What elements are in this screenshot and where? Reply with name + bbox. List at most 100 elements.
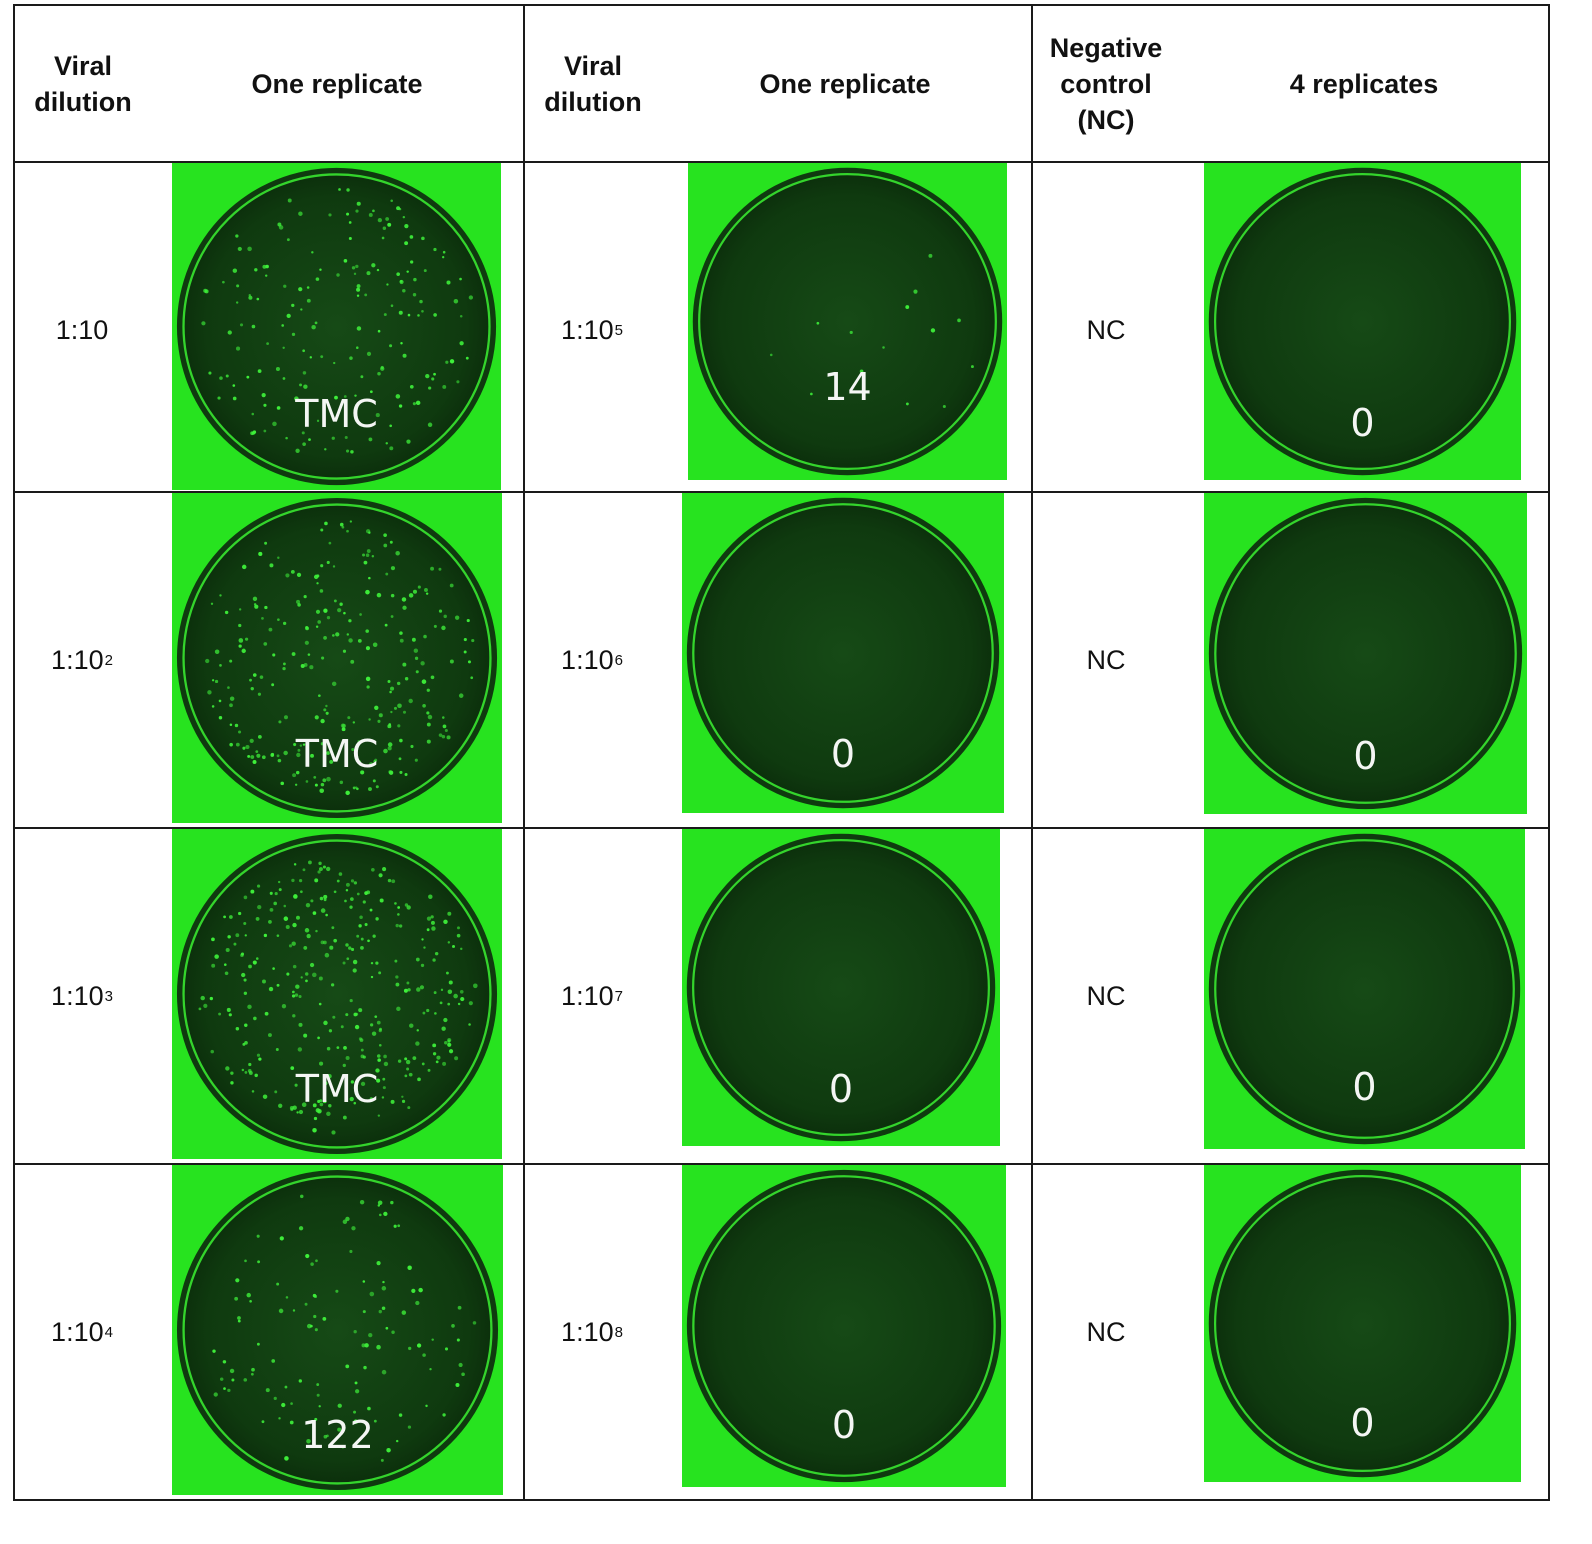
plaque xyxy=(356,346,359,349)
plaque xyxy=(281,324,284,327)
dilution-exponent: 6 xyxy=(614,651,623,669)
plaque xyxy=(330,983,335,987)
plaque xyxy=(291,994,296,998)
dilution-label-middle-row-1: 1:10 5 xyxy=(526,163,658,497)
plaque xyxy=(316,574,320,578)
plaque xyxy=(324,448,327,451)
plaque xyxy=(436,1055,441,1060)
plaque xyxy=(431,1338,434,1341)
plaque xyxy=(372,934,376,938)
plaque xyxy=(304,928,310,933)
plaque xyxy=(905,402,909,406)
plaque xyxy=(350,1080,355,1084)
header-negative-control: Negative control (NC) xyxy=(1049,32,1163,135)
plaque xyxy=(236,284,240,288)
plaque xyxy=(390,1099,395,1104)
plaque xyxy=(310,753,314,758)
header-viral-dilution-1: Viral dilution xyxy=(34,50,132,117)
plaque xyxy=(295,770,300,775)
plaque xyxy=(300,308,303,311)
plaque xyxy=(345,943,349,947)
plaque xyxy=(211,937,215,942)
plaque xyxy=(214,679,219,684)
plaque xyxy=(272,653,276,657)
plaque xyxy=(383,313,387,317)
plaque xyxy=(447,941,451,944)
plaque xyxy=(326,1111,331,1117)
plaque xyxy=(256,1342,260,1346)
plaque xyxy=(426,1008,430,1013)
dilution-label-left-row-1: 1:10 xyxy=(16,163,148,497)
plaque xyxy=(350,450,354,454)
plaque xyxy=(298,878,303,883)
dilution-label-left-row-3: 1:10 3 xyxy=(16,829,148,1163)
plaque xyxy=(375,1068,380,1073)
plaque xyxy=(218,716,223,720)
plaque xyxy=(373,1419,377,1423)
plaque xyxy=(254,1073,258,1078)
plaque xyxy=(229,1368,235,1374)
plaque xyxy=(314,1328,318,1332)
plaque xyxy=(316,582,319,585)
plaque xyxy=(267,1033,272,1038)
plaque xyxy=(291,303,295,307)
plaque xyxy=(351,747,355,752)
plaque xyxy=(368,762,374,767)
plaque xyxy=(467,660,471,664)
plaque xyxy=(387,680,391,683)
header-one-replicate-2: One replicate xyxy=(759,68,931,99)
plaque xyxy=(406,270,409,273)
plaque xyxy=(256,297,260,301)
dilution-base: NC xyxy=(1086,980,1126,1011)
plaque-count-label: 0 xyxy=(828,1067,854,1111)
plaque xyxy=(364,1343,369,1348)
plaque xyxy=(296,599,301,604)
plaque xyxy=(456,933,461,938)
plaque xyxy=(397,724,401,728)
plaque xyxy=(445,360,449,364)
nc-label-row-1: NC xyxy=(1034,163,1178,497)
plaque xyxy=(343,395,347,398)
plaque xyxy=(349,1096,354,1102)
plaque xyxy=(449,659,454,664)
plaque xyxy=(295,448,300,453)
plaque xyxy=(430,920,435,925)
plaque xyxy=(296,752,301,758)
plaque xyxy=(341,723,347,729)
dilution-label-left-row-2: 1:10 2 xyxy=(16,493,148,827)
well-image-middle-row-3: 0 xyxy=(682,829,1000,1146)
plaque xyxy=(356,294,360,297)
plaque xyxy=(395,975,399,979)
plaque xyxy=(282,667,286,671)
plaque xyxy=(218,1012,222,1016)
plaque xyxy=(257,692,262,696)
plaque xyxy=(428,386,432,390)
plaque xyxy=(365,676,371,682)
plaque xyxy=(229,659,233,663)
plaque xyxy=(223,915,226,919)
plaque xyxy=(290,1402,293,1405)
plaque xyxy=(355,1389,360,1394)
plaque xyxy=(376,268,380,272)
plaque xyxy=(374,705,379,710)
plaque xyxy=(304,640,309,645)
plaque xyxy=(235,234,239,238)
plaque xyxy=(430,915,434,919)
row-separator-2 xyxy=(14,827,1550,829)
plaque xyxy=(268,627,273,632)
plaque xyxy=(292,1014,296,1018)
plaque xyxy=(353,1419,359,1424)
plaque xyxy=(425,592,429,595)
plaque xyxy=(265,1388,270,1393)
plaque xyxy=(237,1316,241,1320)
plaque xyxy=(390,199,393,203)
plaque xyxy=(377,217,383,223)
plaque xyxy=(849,330,853,335)
plaque xyxy=(425,1404,428,1408)
header-4-replicates: 4 replicates xyxy=(1289,68,1439,99)
plaque xyxy=(282,377,286,380)
plaque xyxy=(250,686,254,691)
plaque xyxy=(406,981,410,985)
well-inner-ring xyxy=(1213,1174,1512,1473)
plaque xyxy=(358,924,362,928)
